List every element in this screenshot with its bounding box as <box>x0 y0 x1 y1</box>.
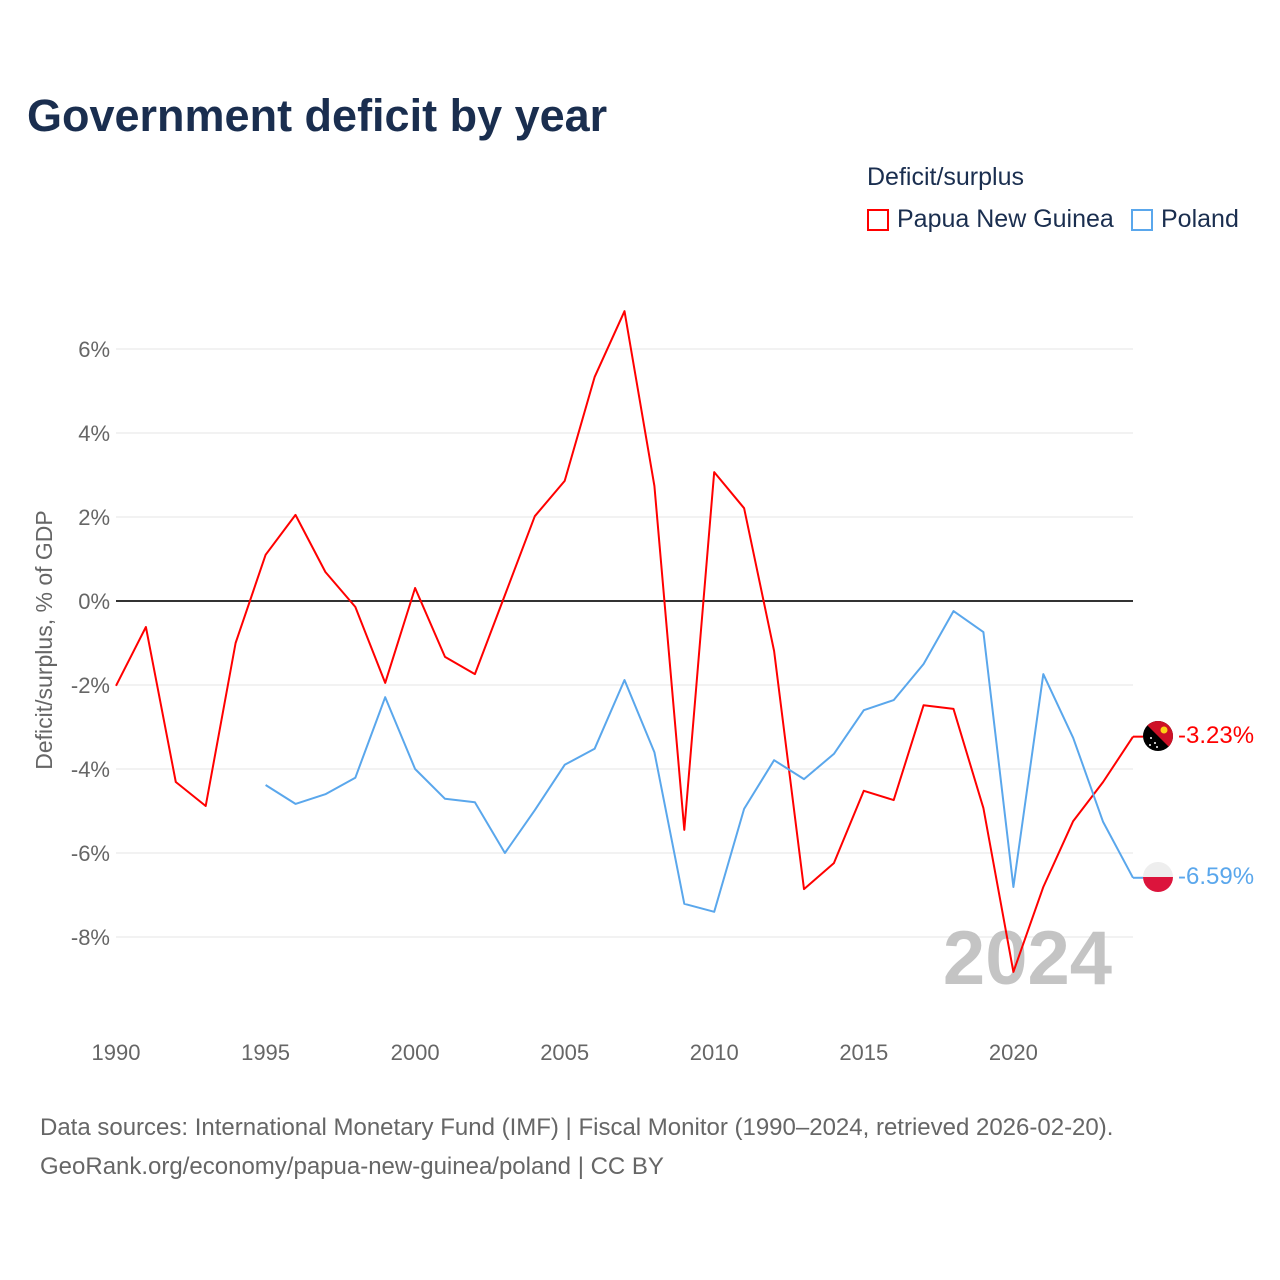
legend-item-poland[interactable]: Poland <box>1131 205 1239 234</box>
x-tick-label: 2020 <box>989 1040 1038 1065</box>
source-footer: Data sources: International Monetary Fun… <box>40 1108 1113 1186</box>
source-text: Data sources: International Monetary Fun… <box>40 1114 1114 1141</box>
legend-swatch-icon <box>1131 208 1153 231</box>
year-watermark: 2024 <box>943 916 1112 1001</box>
x-tick-label: 2000 <box>391 1040 440 1065</box>
x-tick-label: 2005 <box>540 1040 589 1065</box>
y-tick-label: 4% <box>78 421 110 446</box>
x-tick-label: 1995 <box>241 1040 290 1065</box>
end-label-poland: -6.59% <box>1178 863 1254 890</box>
y-tick-label: -6% <box>71 841 110 866</box>
end-label-papua-new-guinea: -3.23% <box>1178 722 1254 749</box>
series-line-papua-new-guinea <box>115 310 1134 973</box>
series-line-poland <box>265 610 1134 913</box>
y-tick-label: -2% <box>71 673 110 698</box>
source-link[interactable]: GeoRank.org/economy/papua-new-guinea/pol… <box>40 1153 664 1180</box>
x-tick-label: 1990 <box>92 1040 141 1065</box>
x-tick-label: 2015 <box>839 1040 888 1065</box>
legend-item-papua-new-guinea[interactable]: Papua New Guinea <box>867 205 1114 234</box>
y-tick-label: -4% <box>71 757 110 782</box>
legend-label: Poland <box>1161 205 1239 233</box>
y-tick-label: 6% <box>78 337 110 362</box>
flag-papua-new-guinea-icon <box>1143 721 1173 751</box>
chart-title: Government deficit by year <box>27 90 608 141</box>
legend-title: Deficit/surplus <box>867 163 1024 191</box>
legend-swatch-icon <box>867 208 889 231</box>
flag-poland-icon <box>1143 862 1173 892</box>
y-tick-label: 0% <box>78 589 110 614</box>
y-tick-label: 2% <box>78 505 110 530</box>
y-tick-label: -8% <box>71 925 110 950</box>
legend-label: Papua New Guinea <box>897 205 1114 233</box>
y-axis-label: Deficit/surplus, % of GDP <box>31 510 57 769</box>
x-tick-label: 2010 <box>690 1040 739 1065</box>
